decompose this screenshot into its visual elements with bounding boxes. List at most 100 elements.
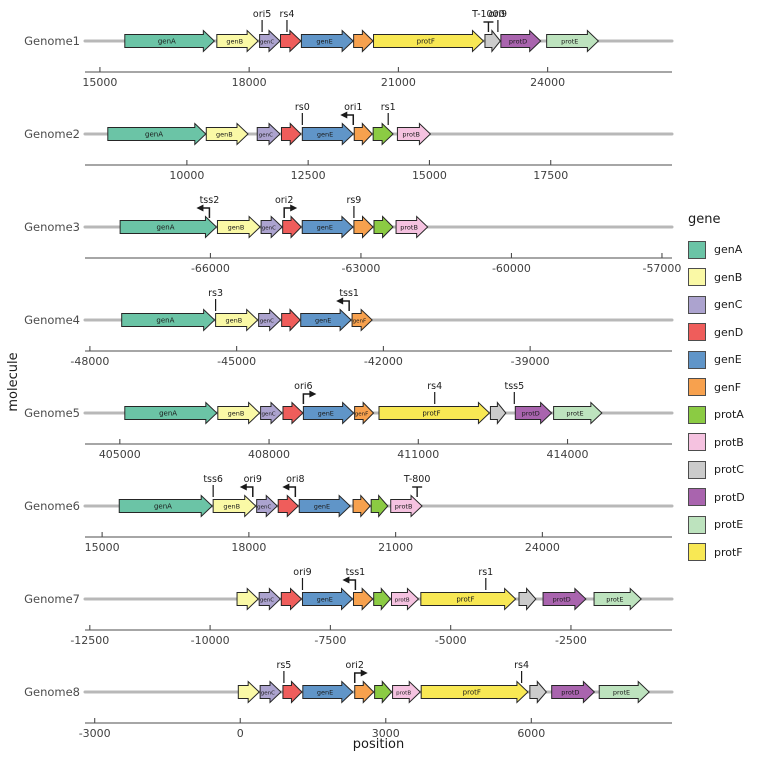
gene-arrow-genC	[259, 680, 282, 704]
legend-entry-protB: protB	[688, 429, 768, 457]
facet-row-Genome3: Genome3 genA genB genC genE protB tss2 ori2 rs9 -…	[0, 195, 768, 289]
axis-tick-label: -63000	[341, 262, 380, 275]
gene-arrow-protC	[489, 401, 507, 425]
legend: gene genA genB genC genD genE genF protA protB p…	[688, 212, 768, 566]
feature-label: ori8	[286, 475, 304, 485]
gene-label-protE: protE	[606, 596, 623, 604]
gene-arrow-genE	[302, 401, 355, 425]
gene-arrow-protA	[374, 680, 393, 704]
feature-promoter-right-ori2: ori2	[346, 660, 368, 683]
feature-label: ori1	[344, 103, 362, 113]
gene-label-genA: genA	[154, 503, 172, 511]
legend-entry-genA: genA	[688, 236, 768, 264]
gene-label-genE: genE	[317, 224, 333, 232]
feature-label: ori9	[244, 475, 262, 485]
feature-terminator-T-1000: T-1000	[471, 9, 505, 32]
gene-arrow-genB	[212, 494, 257, 518]
gene-arrow-protE	[593, 587, 642, 611]
gene-label-genE: genE	[317, 596, 333, 604]
feature-label: ori6	[294, 382, 312, 392]
gene-arrow-protE	[553, 401, 603, 425]
feature-line-rs3: rs3	[208, 288, 223, 311]
facet-row-Genome6: Genome6 genA genB genC genE protB tss6 ori9 ori8…	[0, 474, 768, 568]
gene-arrow-protA	[372, 122, 394, 146]
gene-arrow-protD	[500, 29, 542, 53]
feature-promoter-left-ori9: ori9	[239, 474, 262, 497]
gene-arrow-protC	[529, 680, 548, 704]
feature-label: tss2	[200, 196, 220, 206]
feature-promoter-left-ori1: ori1	[340, 102, 362, 125]
legend-swatch-genC	[688, 295, 706, 314]
axis-tick-label: 24000	[530, 76, 565, 89]
gene-arrow-genF	[354, 401, 375, 425]
gene-arrow-genE	[301, 122, 354, 146]
gene-label-genE: genE	[314, 503, 330, 511]
gene-arrow-genC	[260, 401, 283, 425]
feature-promoter-right-ori2: ori2	[275, 195, 298, 218]
gene-arrow-genE	[300, 308, 352, 332]
axis-tick-label: -48000	[70, 355, 109, 368]
axis-tick-label: 408000	[248, 448, 290, 461]
gene-label-genA: genA	[145, 131, 163, 139]
axis-tick-label: -57000	[642, 262, 681, 275]
feature-label: ori2	[346, 661, 364, 671]
gene-arrow-genA	[119, 215, 218, 239]
feature-label: rs9	[346, 196, 361, 206]
gene-label-protE: protE	[613, 689, 630, 697]
gene-arrow-protF	[373, 29, 485, 53]
gene-arrow-genE	[301, 587, 354, 611]
legend-title: gene	[688, 212, 721, 227]
axis-tick-label: -10000	[191, 634, 230, 647]
axis-tick-label: 18000	[231, 541, 266, 554]
feature-line-ori9: ori9	[489, 9, 507, 32]
axis-tick-label: -3000	[79, 727, 111, 740]
molecule-label: Genome8	[24, 685, 80, 699]
feature-label: rs1	[381, 103, 396, 113]
gene-arrow-genD	[282, 215, 302, 239]
feature-label: tss1	[339, 289, 359, 299]
feature-label: ori5	[253, 10, 271, 20]
gene-arrow-protD	[514, 401, 553, 425]
facet-svg-Genome2: Genome2 genA genB genC genE protB rs0 ori1 rs1 10…	[24, 102, 674, 182]
feature-promoter-left-tss1: tss1	[336, 288, 359, 311]
feature-terminator-T-800: T-800	[403, 474, 431, 497]
gene-arrow-genE	[298, 494, 351, 518]
gene-label-protE: protE	[561, 38, 578, 46]
axis-tick-label: 405000	[99, 448, 141, 461]
legend-swatch-genA	[688, 240, 706, 259]
legend-swatch-protA	[688, 405, 706, 424]
gene-arrow-genC	[258, 587, 282, 611]
legend-swatch-protB	[688, 433, 706, 452]
facet-row-Genome1: Genome1 genA genB genC genE protF protD protE or…	[0, 9, 768, 103]
gene-label-protD: protD	[509, 38, 527, 46]
facet-svg-Genome7: Genome7 genC genE protB protF protD protE ori9 t…	[24, 567, 674, 647]
axis-tick-label: -42000	[364, 355, 403, 368]
gene-arrow-genC	[256, 122, 281, 146]
feature-line-rs5: rs5	[276, 660, 291, 683]
x-axis-title: position	[352, 737, 405, 752]
gene-label-protB: protB	[395, 598, 410, 604]
gene-arrow-genA	[107, 122, 207, 146]
legend-entry-protE: protE	[688, 511, 768, 539]
feature-line-rs4: rs4	[427, 381, 442, 404]
axis-tick-label: 12500	[291, 169, 326, 182]
feature-label: rs4	[514, 661, 529, 671]
feature-line-ori5: ori5	[253, 9, 271, 32]
facet-row-Genome5: Genome5 genA genB genC genE genF protF protD pro…	[0, 381, 768, 475]
feature-label: rs4	[427, 382, 442, 392]
gene-label-genB: genB	[226, 317, 243, 325]
gene-label-protD: protD	[553, 596, 571, 604]
gene-arrow-protA	[370, 494, 389, 518]
molecule-label: Genome1	[24, 34, 80, 48]
gene-arrow-genB	[216, 29, 259, 53]
gene-label-genE: genE	[317, 131, 333, 139]
gene-arrow-genB	[215, 308, 259, 332]
legend-entry-label: protE	[714, 518, 744, 532]
gene-arrow-genF	[352, 494, 371, 518]
gene-label-protB: protB	[402, 131, 420, 139]
gene-arrow-genF	[353, 29, 374, 53]
feature-label: T-800	[403, 475, 431, 485]
legend-swatch-protC	[688, 460, 706, 479]
gene-arrow-genB	[216, 215, 261, 239]
